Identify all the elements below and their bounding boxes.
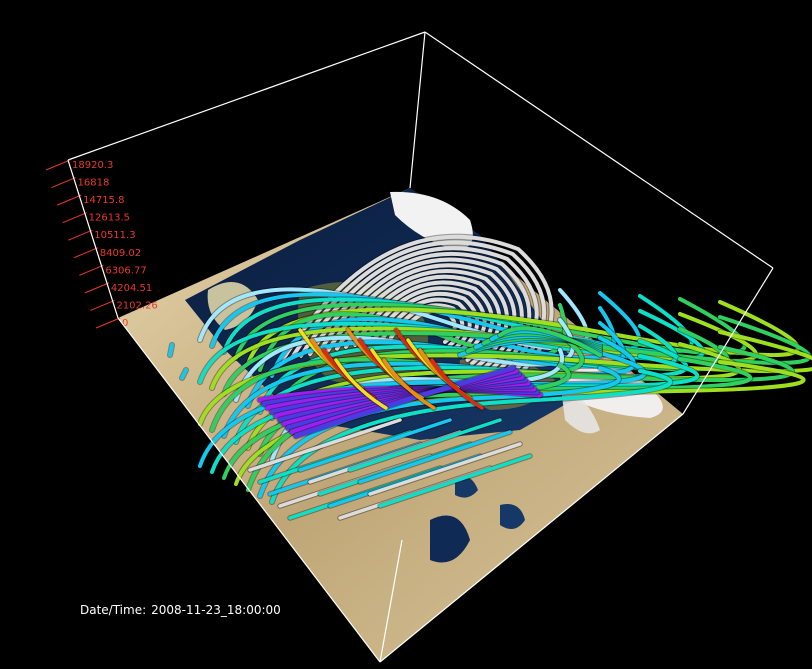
streamline: [498, 326, 602, 357]
axis-tick-label: 2102.26: [116, 300, 157, 311]
datetime-readout: Date/Time: 2008-11-23_18:00:00: [80, 603, 281, 617]
altitude-axis: 18920.3 16818 14715.8 12613.5 10511.3 8409.02…: [45, 159, 158, 329]
streamline: [198, 330, 812, 426]
streamline: [258, 366, 621, 498]
streamline: [348, 418, 502, 472]
axis-tick-label: 10511.3: [94, 230, 135, 241]
streamline: [248, 418, 402, 472]
axis-tick-label: 6306.77: [105, 265, 146, 276]
streamline: [378, 454, 532, 508]
axis-tick: [84, 282, 110, 294]
axis-tick-label: 8409.02: [100, 248, 141, 259]
datetime-value: 2008-11-23_18:00:00: [151, 603, 281, 617]
axis-tick: [73, 247, 98, 259]
streamline: [246, 363, 571, 492]
streamline: [180, 368, 188, 380]
streamline: [358, 430, 512, 484]
axis-tick-label: 16818: [78, 178, 110, 189]
axis-tick: [56, 194, 82, 206]
streamline: [430, 358, 484, 410]
datetime-label: Date/Time:: [80, 603, 147, 617]
axis-tick: [90, 299, 115, 311]
bounding-box-front: [67, 159, 774, 663]
axis-tick-label: 0: [122, 318, 128, 329]
wind-streamlines: [167, 233, 812, 521]
streamline: [334, 358, 388, 410]
axis-tick: [51, 177, 76, 189]
axis-tick: [95, 317, 121, 329]
streamline: [168, 343, 174, 357]
axis-tick-label: 12613.5: [89, 213, 130, 224]
streamline: [222, 357, 753, 480]
axis-tick-label: 18920.3: [72, 160, 113, 171]
axis-tick: [62, 212, 87, 224]
streamline: [198, 287, 589, 351]
streamline: [270, 369, 673, 504]
axis-tick: [79, 264, 104, 276]
axis-tick: [45, 159, 71, 171]
axis-tick-label: 4204.51: [111, 283, 152, 294]
streamline: [298, 418, 452, 472]
axis-tick: [68, 229, 93, 241]
streamline: [368, 442, 522, 496]
bounding-box-back: [67, 31, 774, 269]
streamline: [382, 358, 436, 410]
axis-tick-label: 14715.8: [83, 195, 124, 206]
streamline: [293, 365, 516, 439]
